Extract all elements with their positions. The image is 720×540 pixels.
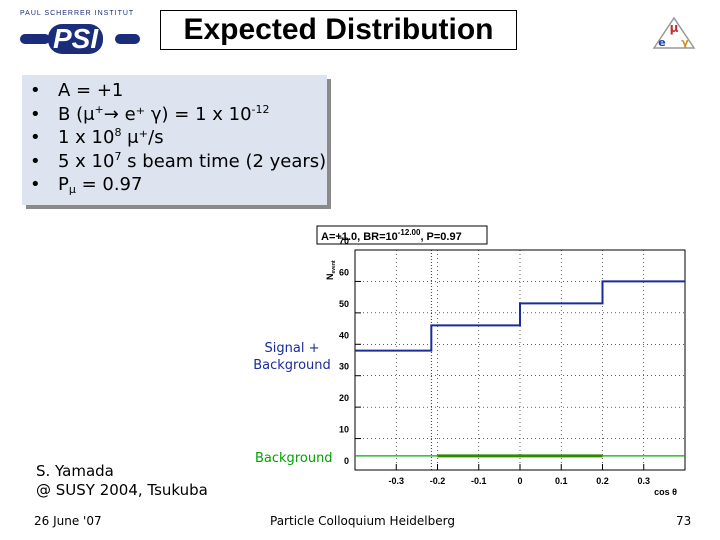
psi-logo: PAUL SCHERRER INSTITUT PSI (20, 10, 140, 56)
bullet-dot: • (30, 103, 41, 125)
footer-date: 26 June '07 (34, 514, 102, 528)
distribution-chart: A=+1.0, BR=10-12.00, P=0.97 -0.3 -0.2 -0.1 0… (316, 225, 686, 497)
x-tick-label: -0.1 (471, 476, 487, 486)
svg-text:γ: γ (681, 36, 689, 49)
signal-background-label-line2: Background (253, 358, 331, 373)
bullet-text: 5 x 10 (58, 150, 115, 172)
bullet-sup: -12 (251, 102, 270, 116)
x-tick-label: 0.3 (637, 476, 650, 486)
y-tick-label: 30 (339, 362, 349, 372)
y-tick-label: 70 (339, 236, 349, 246)
bullet-beam-time: • 5 x 107 s beam time (2 years) (30, 150, 327, 174)
y-tick-label: 10 (339, 425, 349, 435)
page-number: 73 (676, 514, 692, 528)
bullet-text: 1 x 10 (58, 127, 115, 148)
bullet-text: A = +1 (58, 80, 124, 101)
bullet-sub: μ (68, 183, 76, 196)
y-axis-label-sub: event (331, 260, 337, 273)
y-tick-label: 60 (339, 267, 349, 277)
chart-title-part-b: , P=0.97 (420, 231, 461, 243)
chart-title: A=+1.0, BR=10-12.00, P=0.97 (321, 228, 462, 243)
svg-text:μ: μ (670, 21, 679, 35)
svg-text:e: e (658, 36, 665, 49)
author-name: S. Yamada (36, 462, 114, 480)
bullet-dot: • (30, 80, 41, 101)
y-axis-label: Nevent (325, 260, 337, 280)
bullet-sup: 8 (114, 126, 122, 139)
plot-frame (354, 249, 686, 471)
bullet-sup: 7 (114, 149, 122, 163)
y-tick-label: 20 (339, 393, 349, 403)
background-label: Background (255, 451, 333, 466)
logo-swoosh-right (115, 34, 140, 44)
x-tick-label: -0.2 (430, 476, 446, 486)
chart-title-box (316, 225, 488, 245)
bullet-text: μ⁺/s (121, 127, 164, 148)
footer-event: Particle Colloquium Heidelberg (270, 514, 455, 528)
chart-title-exponent: -12.00 (398, 228, 421, 237)
slide-title: Expected Distribution (160, 10, 517, 50)
author-credit: S. Yamada @ SUSY 2004, Tsukuba (36, 462, 208, 500)
y-axis-label-main: N (325, 274, 335, 281)
bullet-text: = 0.97 (75, 174, 143, 195)
bullet-branching-ratio: • B (μ+→ e⁺ γ) = 1 x 10-12 (30, 103, 327, 127)
bullet-dot: • (30, 174, 41, 195)
bullet-rate: • 1 x 108 μ⁺/s (30, 126, 327, 150)
bullet-sup: + (94, 102, 104, 116)
bullet-asymmetry: • A = +1 (30, 79, 327, 103)
signal-background-label: Signal + Background (250, 340, 334, 374)
x-tick-label: -0.3 (388, 476, 404, 486)
logo-swoosh-left (20, 34, 50, 44)
bullet-box: • A = +1 • B (μ+→ e⁺ γ) = 1 x 10-12 • 1 x 1… (22, 75, 327, 205)
x-tick-label: 0.1 (555, 476, 568, 486)
x-tick-label: 0 (517, 476, 522, 486)
y-tick-label: 40 (339, 330, 349, 340)
bullet-polarization: • Pμ = 0.97 (30, 173, 327, 197)
meg-logo-icon: μ e γ (652, 16, 696, 49)
y-tick-label: 50 (339, 299, 349, 309)
x-axis-label: cos θ (654, 487, 677, 497)
signal-background-label-line1: Signal + (264, 341, 320, 356)
bullet-text: B (μ (58, 103, 95, 125)
author-venue: @ SUSY 2004, Tsukuba (36, 481, 208, 499)
logo-psi-text: PSI (48, 24, 104, 54)
bullet-text: P (58, 174, 69, 195)
y-tick-label: 0 (344, 456, 349, 466)
signal-background-step-line (355, 280, 685, 352)
bullet-dot: • (30, 127, 41, 148)
institute-name: PAUL SCHERRER INSTITUT (20, 10, 135, 17)
bullet-text: → e⁺ γ) = 1 x 10 (103, 103, 252, 125)
bullet-text: s beam time (2 years) (121, 150, 327, 172)
x-tick-label: 0.2 (596, 476, 609, 486)
chart-title-part-a: A=+1.0, BR=10 (321, 231, 398, 243)
bullet-dot: • (30, 150, 41, 172)
